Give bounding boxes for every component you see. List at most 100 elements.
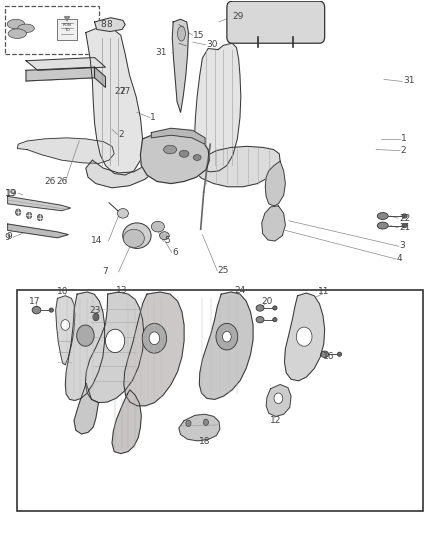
Polygon shape	[112, 390, 141, 454]
Polygon shape	[124, 292, 184, 406]
Text: 19: 19	[6, 189, 18, 198]
Ellipse shape	[18, 24, 34, 33]
Ellipse shape	[377, 222, 388, 229]
Circle shape	[89, 309, 103, 326]
Text: 26: 26	[44, 177, 56, 186]
Ellipse shape	[8, 29, 26, 38]
Circle shape	[186, 420, 191, 426]
Ellipse shape	[273, 306, 277, 310]
Polygon shape	[95, 18, 125, 31]
Circle shape	[37, 214, 42, 221]
Text: 1: 1	[150, 112, 156, 122]
Ellipse shape	[49, 308, 53, 312]
Ellipse shape	[402, 223, 407, 228]
Circle shape	[274, 393, 283, 403]
Polygon shape	[285, 293, 325, 381]
Circle shape	[61, 320, 70, 330]
Circle shape	[106, 329, 125, 353]
Ellipse shape	[123, 223, 151, 248]
Text: 2: 2	[401, 146, 406, 155]
Polygon shape	[86, 27, 143, 175]
Ellipse shape	[273, 318, 277, 322]
Text: 25: 25	[218, 266, 229, 274]
Text: 8: 8	[100, 20, 106, 29]
Polygon shape	[179, 414, 220, 441]
Circle shape	[15, 209, 21, 215]
Polygon shape	[74, 383, 99, 434]
Text: 4: 4	[397, 254, 403, 263]
Circle shape	[142, 324, 166, 353]
Polygon shape	[172, 19, 188, 112]
Circle shape	[223, 332, 231, 342]
Ellipse shape	[177, 26, 185, 41]
Polygon shape	[64, 17, 70, 21]
Ellipse shape	[337, 352, 342, 357]
Ellipse shape	[193, 155, 201, 160]
Ellipse shape	[256, 305, 264, 311]
Ellipse shape	[377, 213, 388, 220]
Ellipse shape	[402, 214, 407, 218]
Polygon shape	[26, 67, 95, 81]
Polygon shape	[26, 58, 106, 70]
FancyBboxPatch shape	[57, 19, 77, 40]
Text: 24: 24	[235, 286, 246, 295]
Circle shape	[203, 419, 208, 425]
Ellipse shape	[159, 232, 169, 240]
Circle shape	[296, 327, 312, 346]
Text: 2: 2	[118, 130, 124, 139]
Ellipse shape	[321, 351, 328, 358]
Text: 20: 20	[261, 296, 272, 305]
Text: PON: PON	[63, 23, 71, 27]
FancyBboxPatch shape	[227, 1, 325, 43]
Text: 16: 16	[323, 352, 335, 361]
Polygon shape	[266, 384, 291, 416]
Polygon shape	[56, 296, 75, 365]
FancyBboxPatch shape	[5, 6, 99, 54]
Text: 31: 31	[155, 49, 167, 57]
Text: 14: 14	[91, 237, 102, 246]
Text: 23: 23	[90, 306, 101, 315]
Polygon shape	[8, 224, 68, 238]
Polygon shape	[141, 133, 209, 183]
Polygon shape	[65, 292, 105, 400]
Text: 12: 12	[270, 416, 282, 425]
Circle shape	[26, 212, 32, 219]
Ellipse shape	[32, 306, 41, 314]
Circle shape	[216, 324, 238, 350]
Text: 27: 27	[120, 86, 131, 95]
Text: 29: 29	[233, 12, 244, 21]
Text: 31: 31	[403, 76, 414, 85]
Bar	[17, 290, 424, 511]
Polygon shape	[262, 206, 286, 241]
Text: 8: 8	[106, 20, 112, 29]
Circle shape	[93, 313, 99, 321]
Text: 15: 15	[193, 31, 205, 40]
Text: 1: 1	[401, 134, 406, 143]
Polygon shape	[194, 43, 241, 172]
Text: 19: 19	[5, 189, 16, 198]
Polygon shape	[265, 161, 286, 206]
Polygon shape	[151, 128, 205, 144]
Text: 30: 30	[206, 41, 218, 50]
Text: 3: 3	[399, 241, 405, 251]
Text: 22: 22	[399, 214, 410, 223]
Polygon shape	[95, 67, 106, 87]
Text: TO: TO	[64, 28, 70, 33]
Circle shape	[149, 332, 159, 345]
Polygon shape	[194, 147, 280, 187]
Ellipse shape	[124, 229, 145, 247]
Polygon shape	[8, 196, 71, 211]
Text: 27: 27	[114, 86, 126, 95]
Circle shape	[77, 325, 94, 346]
Text: 13: 13	[117, 286, 128, 295]
Text: 11: 11	[318, 287, 329, 296]
Text: 26: 26	[57, 177, 68, 186]
Polygon shape	[17, 138, 114, 164]
Ellipse shape	[151, 221, 164, 232]
Polygon shape	[86, 150, 166, 188]
Ellipse shape	[179, 150, 189, 157]
Text: 5: 5	[164, 237, 170, 246]
Text: 9: 9	[5, 233, 11, 243]
Text: 7: 7	[102, 268, 108, 276]
Text: 6: 6	[172, 248, 178, 257]
